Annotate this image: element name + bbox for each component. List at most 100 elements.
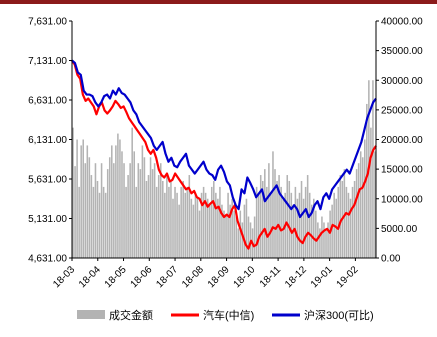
volume-bar [359,151,362,258]
volume-bar [231,198,233,258]
x-tick-label: 18-09 [206,264,232,290]
top-accent-bar [0,0,437,4]
volume-bar [215,192,217,258]
volume-bar [172,198,174,258]
volume-bar [157,175,160,258]
volume-bar [233,210,235,258]
volume-bar [111,145,113,258]
volume-bar [276,180,278,258]
volume-bar [72,127,74,259]
volume-bar [339,175,342,258]
volume-bar [372,80,374,258]
csi300-line [71,59,377,219]
x-tick-label: 19-01 [309,264,335,290]
volume-bar [210,186,213,258]
legend-label: 汽车(中信) [203,308,254,322]
volume-bar [278,175,280,258]
volume-bar [357,163,360,258]
volume-bars [72,80,376,259]
right-tick-label: 40000.00 [381,17,423,28]
volume-bar [108,157,111,258]
volume-bar [235,216,238,258]
volume-bar [149,157,152,258]
volume-bar [137,163,140,258]
left-tick-label: 5,631.00 [28,175,67,186]
left-tick-label: 4,631.00 [28,254,67,265]
volume-bar [331,204,333,258]
volume-bar [96,180,99,258]
volume-bar [270,192,272,258]
legend-label: 成交金额 [109,308,153,322]
volume-bar [206,198,209,258]
volume-bar [178,204,180,258]
volume-bar [366,103,368,258]
right-tick-label: 0.00 [381,254,401,265]
x-tick-label: 18-03 [51,264,77,290]
auto-index-line [71,59,377,250]
volume-bar [84,163,87,258]
volume-bar [168,186,170,258]
volume-bar [325,228,327,259]
legend-label: 沪深300(可比) [304,308,374,322]
volume-bar [300,180,303,258]
volume-bar [98,192,101,258]
volume-bar [257,192,260,258]
volume-bar [274,169,276,259]
volume-bar [355,169,358,259]
volume-bar [113,163,115,258]
volume-bar [127,175,129,258]
volume-bar [80,145,82,258]
volume-bar [361,157,364,258]
volume-bar [225,216,227,258]
left-tick-label: 5,131.00 [28,214,67,225]
volume-bar [200,192,203,258]
volume-bar [280,186,282,258]
volume-bar [310,204,313,258]
volume-bar [196,198,199,258]
volume-bar [296,198,299,258]
volume-bar [170,180,172,258]
legend: 成交金额 汽车(中信) 沪深300(可比) [77,308,374,322]
volume-bar [364,139,366,258]
x-tick-label: 18-06 [129,264,155,290]
volume-bar [255,186,258,258]
volume-bar [88,157,91,258]
volume-bar [288,180,291,258]
volume-bar [182,180,184,258]
volume-bar [272,151,274,258]
volume-bar [119,139,121,258]
legend-swatch-volume [77,310,105,319]
volume-bar [241,222,244,258]
volume-bar [264,169,266,259]
volume-bar [141,145,144,258]
volume-bar [78,186,80,258]
volume-bar [153,163,156,258]
x-tick-label: 18-08 [180,264,206,290]
x-tick-label: 19-02 [335,264,361,290]
volume-bar [237,228,240,259]
volume-bar [176,192,178,258]
right-tick-label: 25000.00 [381,105,423,116]
volume-bar [151,169,154,259]
volume-bar [268,163,270,258]
volume-bar [329,210,331,258]
volume-bar [221,204,223,258]
left-tick-label: 6,631.00 [28,96,67,107]
x-tick-label: 18-07 [154,264,180,290]
index-lines [71,59,377,250]
right-tick-label: 30000.00 [381,76,423,87]
volume-bar [125,186,127,258]
x-tick-label: 18-05 [103,264,129,290]
volume-bar [286,175,289,258]
volume-bar [347,192,350,258]
volume-bar [219,186,221,258]
volume-bar [102,186,105,258]
volume-bar [345,186,348,258]
x-tick-label: 18-10 [232,264,258,290]
volume-bar [86,145,89,258]
volume-bar [188,175,191,258]
volume-bar [121,151,123,258]
volume-bar [106,169,109,259]
volume-bar [302,198,305,258]
volume-bar [304,186,307,258]
